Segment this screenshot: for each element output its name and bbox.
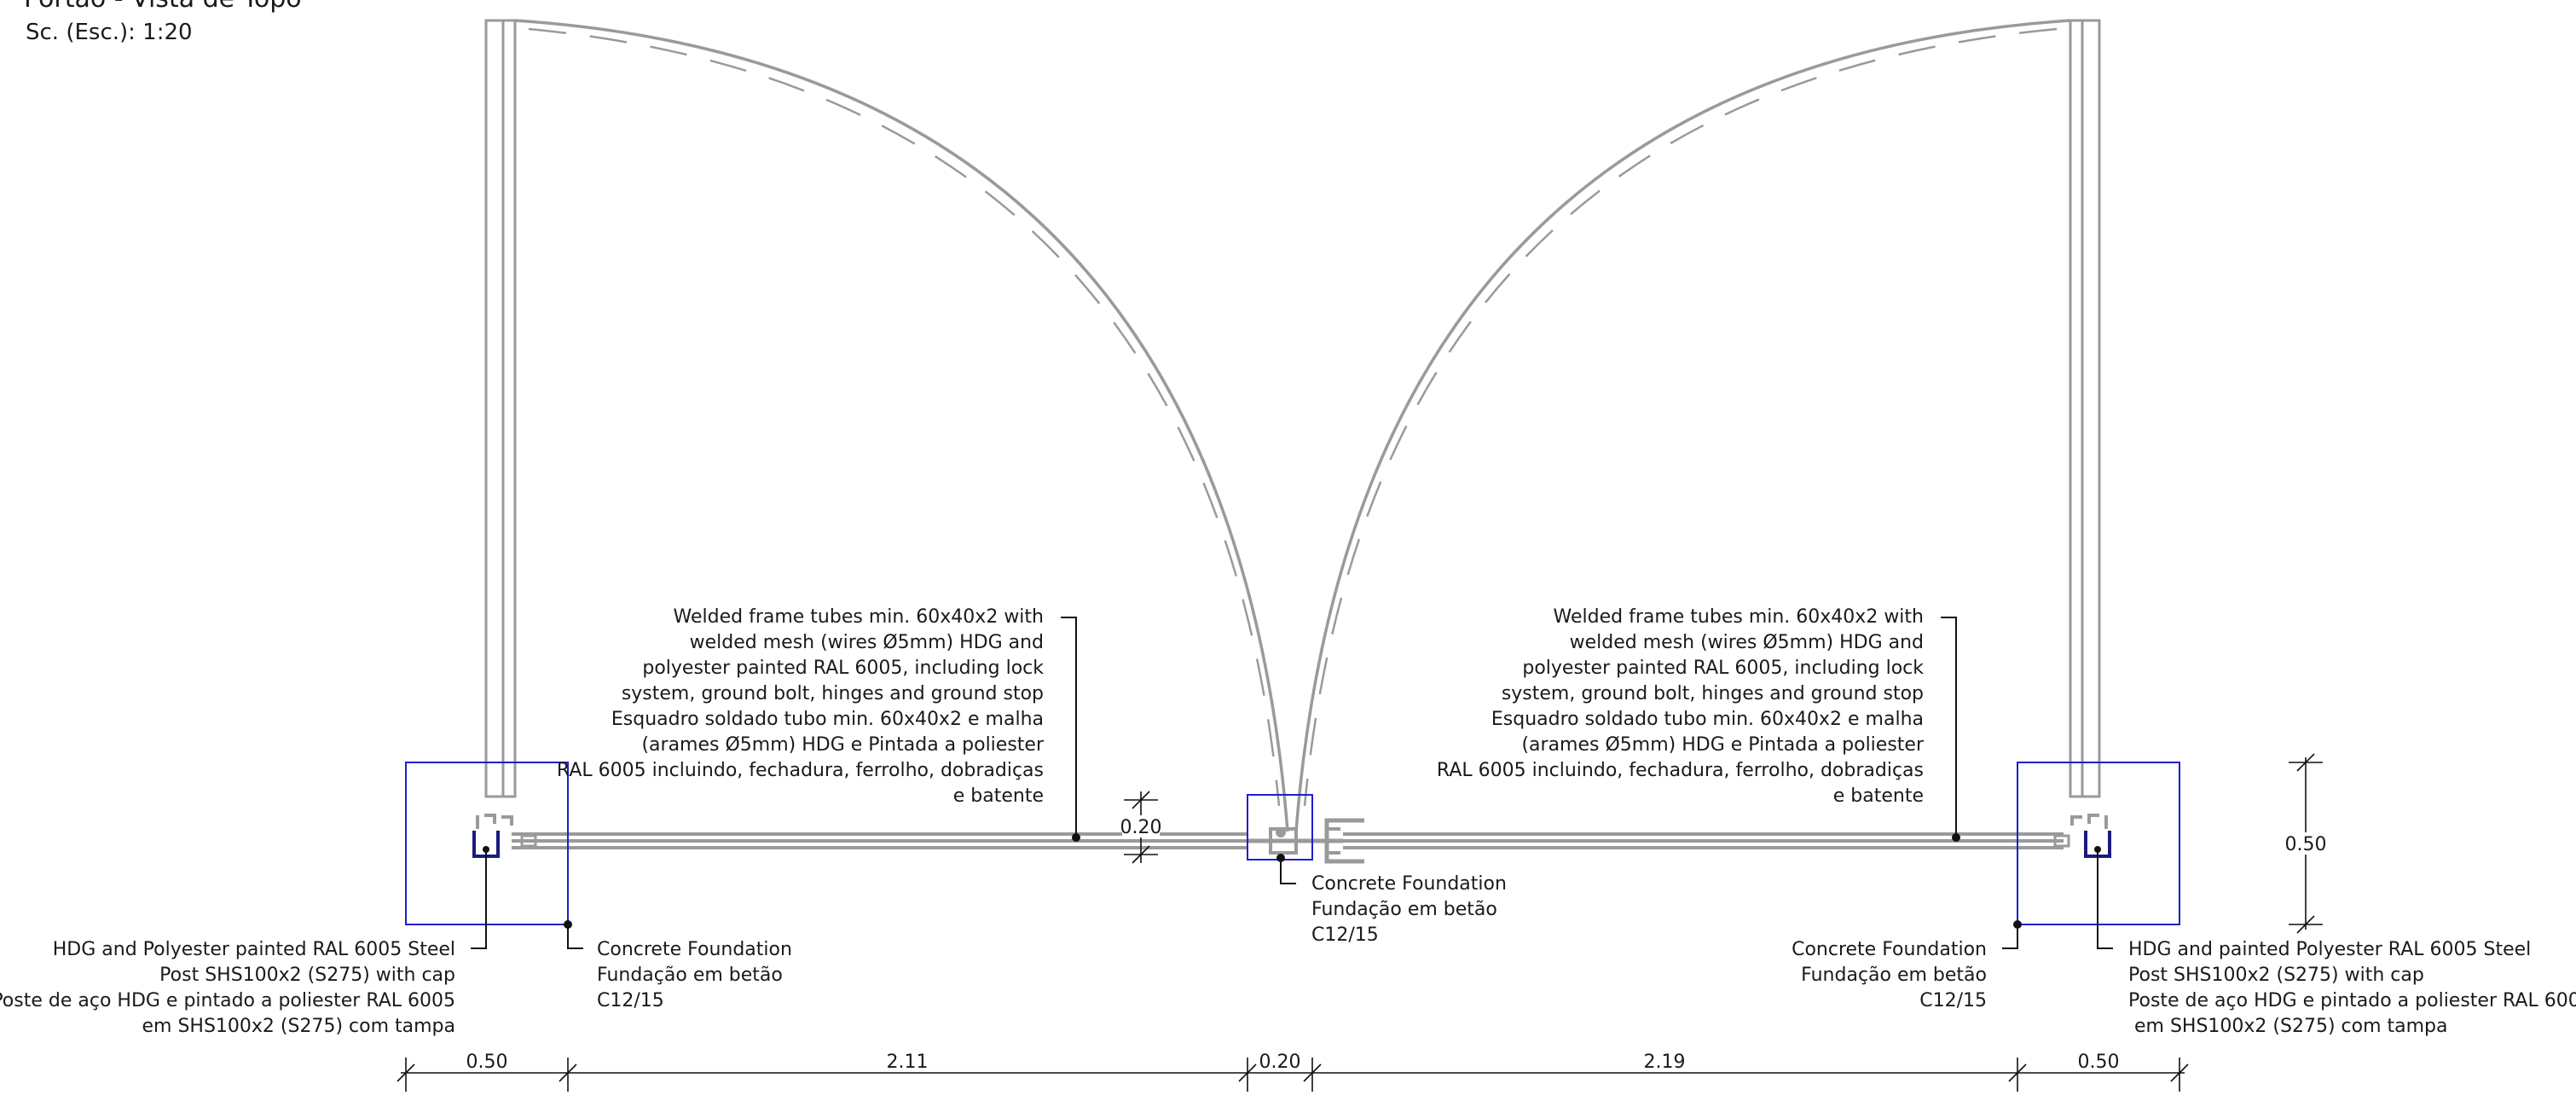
note-line: em SHS100x2 (S275) com tampa bbox=[2128, 1016, 2448, 1037]
note-line: polyester painted RAL 6005, including lo… bbox=[1522, 658, 1924, 679]
dimension-foundation-depth: 0.50 bbox=[2285, 753, 2327, 934]
note-line: polyester painted RAL 6005, including lo… bbox=[642, 658, 1044, 679]
right-post-leader bbox=[2094, 846, 2113, 949]
note-line: Esquadro soldado tubo min. 60x40x2 e mal… bbox=[611, 709, 1044, 730]
note-line: RAL 6005 incluindo, fechadura, ferrolho,… bbox=[557, 760, 1044, 781]
note-line: RAL 6005 incluindo, fechadura, ferrolho,… bbox=[1437, 760, 1924, 781]
note-line: Poste de aço HDG e pintado a poliester R… bbox=[0, 990, 455, 1011]
right-hinge bbox=[2070, 814, 2108, 829]
left-foundation-note: Concrete Foundation Fundação em betão C1… bbox=[597, 939, 792, 1011]
dimension-label: 0.20 bbox=[1120, 817, 1162, 838]
note-line: system, ground bolt, hinges and ground s… bbox=[1502, 683, 1924, 704]
left-foundation-leader bbox=[564, 920, 583, 949]
note-line: welded mesh (wires Ø5mm) HDG and bbox=[690, 632, 1044, 653]
center-foundation-leader bbox=[1276, 854, 1296, 884]
dimension-label: 0.20 bbox=[1259, 1052, 1301, 1073]
note-line: Concrete Foundation bbox=[1311, 873, 1507, 895]
right-gate-leader bbox=[1941, 617, 1960, 842]
right-foundation-note: Concrete Foundation Fundação em betão C1… bbox=[1792, 939, 1987, 1011]
note-line: Post SHS100x2 (S275) with cap bbox=[159, 965, 455, 986]
note-line: em SHS100x2 (S275) com tampa bbox=[142, 1016, 455, 1037]
left-leaf-swing-arc bbox=[514, 19, 1289, 832]
note-line: Fundação em betão bbox=[597, 965, 783, 986]
note-line: Concrete Foundation bbox=[1792, 939, 1987, 960]
note-line: system, ground bolt, hinges and ground s… bbox=[622, 683, 1044, 704]
dimension-label: 0.50 bbox=[2078, 1052, 2120, 1073]
drawing-scale: Sc. (Esc.): 1:20 bbox=[26, 20, 193, 45]
note-line: Welded frame tubes min. 60x40x2 with bbox=[1554, 606, 1925, 628]
dimension-gate-depth: 0.20 bbox=[1120, 791, 1162, 864]
note-line: Post SHS100x2 (S275) with cap bbox=[2128, 965, 2424, 986]
left-leaf-open-position bbox=[484, 19, 517, 798]
left-post-leader bbox=[471, 846, 489, 949]
dimension-label: 0.50 bbox=[2285, 834, 2327, 855]
note-line: Fundação em betão bbox=[1311, 899, 1497, 920]
note-line: Welded frame tubes min. 60x40x2 with bbox=[674, 606, 1045, 628]
note-line: Esquadro soldado tubo min. 60x40x2 e mal… bbox=[1491, 709, 1924, 730]
right-gate-note: Welded frame tubes min. 60x40x2 with wel… bbox=[1437, 606, 1925, 807]
note-line: (arames Ø5mm) HDG e Pintada a poliester bbox=[1521, 734, 1924, 756]
drawing-title: Portão - Vista de Topo bbox=[24, 0, 302, 14]
dimension-label: 2.19 bbox=[1644, 1052, 1686, 1073]
center-foundation-note: Concrete Foundation Fundação em betão C1… bbox=[1311, 873, 1507, 946]
right-foundation-leader bbox=[2002, 920, 2022, 949]
note-line: e batente bbox=[953, 785, 1044, 807]
note-line: Poste de aço HDG e pintado a poliester R… bbox=[2128, 990, 2576, 1011]
right-leaf-swing-arc bbox=[1294, 19, 2071, 832]
dimension-label: 0.50 bbox=[466, 1052, 508, 1073]
note-line: welded mesh (wires Ø5mm) HDG and bbox=[1570, 632, 1924, 653]
right-leaf-closed bbox=[1343, 832, 2070, 849]
right-post-note: HDG and painted Polyester RAL 6005 Steel… bbox=[2128, 939, 2576, 1037]
note-line: Fundação em betão bbox=[1801, 965, 1987, 986]
note-line: C12/15 bbox=[1311, 924, 1379, 946]
dimension-label: 2.11 bbox=[887, 1052, 929, 1073]
right-leaf-open-position bbox=[2069, 19, 2101, 798]
left-gate-leader bbox=[1061, 617, 1080, 842]
center-lock-stop bbox=[1247, 818, 1364, 864]
left-hinge bbox=[476, 814, 513, 829]
note-line: HDG and painted Polyester RAL 6005 Steel bbox=[2128, 939, 2531, 960]
note-line: (arames Ø5mm) HDG e Pintada a poliester bbox=[641, 734, 1044, 756]
left-gate-note: Welded frame tubes min. 60x40x2 with wel… bbox=[557, 606, 1045, 807]
note-line: Concrete Foundation bbox=[597, 939, 792, 960]
note-line: e batente bbox=[1833, 785, 1924, 807]
note-line: C12/15 bbox=[1919, 990, 1987, 1011]
note-line: C12/15 bbox=[597, 990, 664, 1011]
left-post-note: HDG and Polyester painted RAL 6005 Steel… bbox=[0, 939, 455, 1037]
note-line: HDG and Polyester painted RAL 6005 Steel bbox=[53, 939, 455, 960]
dimension-chain-bottom: 0.50 2.11 0.20 2.19 0.50 bbox=[397, 1052, 2189, 1092]
